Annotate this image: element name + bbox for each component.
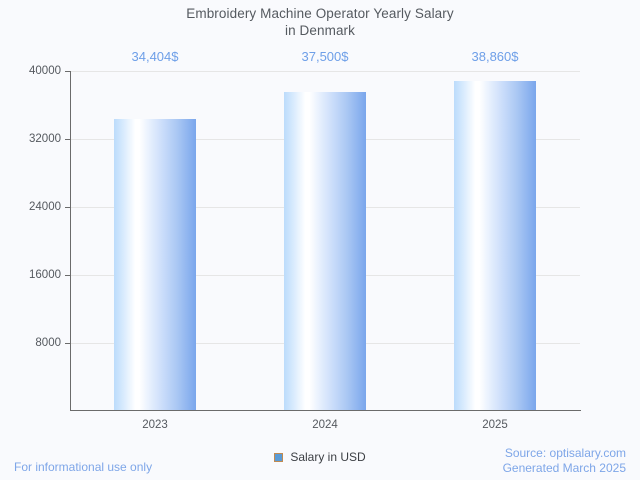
source-text: Source: optisalary.com bbox=[504, 446, 626, 460]
y-axis-tick-label: 24000 bbox=[29, 201, 61, 213]
chart-title: Embroidery Machine Operator Yearly Salar… bbox=[0, 5, 640, 39]
gridline bbox=[70, 71, 580, 72]
y-axis-tick-label: 32000 bbox=[29, 133, 61, 145]
x-axis-tick-label: 2023 bbox=[142, 419, 168, 431]
legend-item-label: Salary in USD bbox=[290, 450, 366, 464]
x-axis-line bbox=[70, 410, 581, 411]
y-axis-tick-label: 16000 bbox=[29, 269, 61, 281]
y-axis-tick-mark bbox=[65, 275, 70, 276]
x-axis-tick-label: 2025 bbox=[482, 419, 508, 431]
plot-area: 8000 16000 24000 32000 40000 34,404$ 37,500$ 38… bbox=[29, 49, 580, 411]
y-axis-line bbox=[70, 71, 71, 411]
bar-value-label: 38,860$ bbox=[471, 49, 519, 64]
legend-square-marker-icon bbox=[274, 452, 284, 462]
y-axis-tick-mark bbox=[65, 207, 70, 208]
bar-value-label: 37,500$ bbox=[301, 49, 349, 64]
chart-title-line-1: Embroidery Machine Operator Yearly Salar… bbox=[186, 6, 454, 21]
y-axis-tick-mark bbox=[65, 139, 70, 140]
chart-legend: Salary in USD bbox=[0, 450, 640, 464]
bar-2025[interactable] bbox=[454, 80, 536, 411]
y-axis-tick-label: 8000 bbox=[35, 337, 61, 349]
y-axis-tick-mark bbox=[65, 71, 70, 72]
bar-2024[interactable] bbox=[284, 92, 366, 411]
generated-text: Generated March 2025 bbox=[502, 461, 626, 475]
x-axis-tick-label: 2024 bbox=[312, 419, 338, 431]
chart-title-line-2: in Denmark bbox=[284, 23, 356, 38]
source-attribution: Source: optisalary.com Generated March 2… bbox=[503, 446, 626, 476]
bar-2023[interactable] bbox=[114, 118, 196, 411]
bar-value-label: 34,404$ bbox=[131, 49, 179, 64]
disclaimer-text: For informational use only bbox=[14, 460, 153, 474]
y-axis-tick-mark bbox=[65, 343, 70, 344]
y-axis-tick-label: 40000 bbox=[29, 65, 61, 77]
